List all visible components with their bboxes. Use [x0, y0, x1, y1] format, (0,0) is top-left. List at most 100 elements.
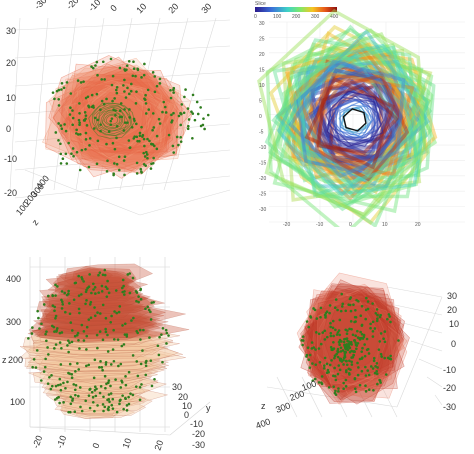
- data-point: [372, 359, 376, 363]
- chart-2d-projection[interactable]: Slice 0 100 200 300 400 30 25 20 15 10 5 0 -5 -1…: [237, 0, 474, 227]
- data-point: [128, 272, 132, 275]
- data-point: [179, 140, 183, 143]
- data-point: [325, 362, 329, 366]
- data-point: [146, 88, 150, 92]
- right-tick-label: 20: [447, 305, 457, 315]
- slice-polygon: [27, 319, 190, 340]
- data-point: [120, 344, 124, 348]
- data-point: [334, 298, 338, 301]
- slice-outline: [291, 43, 422, 193]
- data-point: [48, 375, 51, 379]
- data-point: [327, 370, 330, 374]
- slice-outline: [273, 41, 436, 206]
- data-point: [206, 113, 210, 117]
- data-point: [388, 357, 391, 361]
- data-point: [54, 283, 57, 287]
- data-point: [324, 316, 327, 319]
- data-point: [111, 141, 115, 145]
- data-point: [71, 116, 75, 120]
- data-point: [360, 333, 364, 336]
- data-point: [60, 347, 63, 350]
- data-point: [93, 358, 97, 362]
- data-point: [358, 383, 362, 387]
- data-point: [105, 382, 108, 386]
- data-point: [105, 97, 108, 101]
- data-point: [74, 370, 77, 373]
- data-point: [339, 350, 343, 353]
- data-point: [139, 297, 143, 301]
- chart-3d-oblique-view[interactable]: 30 20 10 0 -10 -20 -30 100 200 z 300 400: [237, 227, 474, 454]
- grid-line: [351, 376, 373, 418]
- data-point: [93, 306, 96, 309]
- grid-line: [9, 17, 21, 191]
- data-point: [111, 407, 115, 410]
- data-point: [66, 344, 69, 347]
- data-point: [152, 126, 156, 129]
- data-point: [54, 131, 58, 134]
- chart-3d-top-view[interactable]: -30 -20 -10 0 10 20 30 30 20 10 0 -10 -2…: [0, 0, 237, 227]
- data-point: [104, 330, 108, 334]
- data-point: [101, 368, 104, 372]
- data-point: [138, 328, 142, 332]
- data-point: [79, 132, 82, 136]
- y-tick-label: 30: [172, 382, 182, 392]
- data-point: [332, 385, 335, 389]
- data-point: [346, 348, 350, 352]
- data-point: [72, 383, 76, 386]
- data-point: [57, 88, 61, 92]
- z-axis-label: z: [30, 217, 41, 227]
- chart-3d-side-view[interactable]: 400 300 z 200 100 -20 -10 0 10 20 30 20 …: [0, 227, 237, 454]
- data-point: [74, 281, 78, 285]
- data-point: [69, 321, 73, 324]
- data-point: [118, 402, 121, 406]
- data-point: [301, 339, 305, 342]
- data-point: [115, 162, 119, 166]
- core-ring: [98, 109, 126, 131]
- x-tick-label: -20: [30, 434, 44, 450]
- data-point: [309, 316, 313, 319]
- data-point: [161, 360, 164, 364]
- data-point: [145, 150, 148, 154]
- data-point: [360, 369, 364, 373]
- data-point: [57, 104, 61, 107]
- data-point: [323, 329, 327, 333]
- data-point: [109, 123, 113, 126]
- data-point: [118, 109, 122, 113]
- grid-line: [31, 17, 49, 191]
- grid-line: [402, 322, 443, 334]
- data-point: [106, 159, 109, 163]
- data-point: [78, 111, 81, 115]
- data-point: [382, 337, 385, 340]
- data-point: [94, 292, 97, 295]
- data-point: [107, 379, 111, 382]
- data-point: [158, 335, 161, 339]
- data-point: [301, 335, 305, 338]
- data-point: [85, 325, 89, 329]
- x-tick-label: -10: [316, 222, 323, 227]
- grid-line: [169, 401, 211, 436]
- data-point: [107, 291, 111, 295]
- slice-outline: [316, 82, 399, 155]
- slice-polygon: [58, 387, 168, 403]
- core-ring: [105, 114, 119, 125]
- data-point: [339, 309, 343, 313]
- data-point: [74, 383, 78, 387]
- core-ring: [95, 106, 130, 135]
- data-point: [356, 342, 360, 345]
- data-point: [121, 394, 124, 397]
- data-point: [378, 340, 382, 343]
- data-point: [360, 350, 363, 353]
- data-point: [78, 311, 81, 315]
- grid-line: [141, 17, 189, 191]
- data-point: [51, 304, 55, 307]
- data-point: [39, 379, 43, 382]
- data-point: [85, 364, 88, 368]
- data-point: [141, 349, 144, 352]
- data-point: [369, 322, 372, 326]
- data-point: [49, 387, 53, 391]
- data-point: [199, 124, 203, 128]
- data-point: [363, 343, 366, 346]
- data-point: [101, 338, 105, 342]
- core-ring: [88, 102, 136, 139]
- slice-outline: [264, 38, 419, 212]
